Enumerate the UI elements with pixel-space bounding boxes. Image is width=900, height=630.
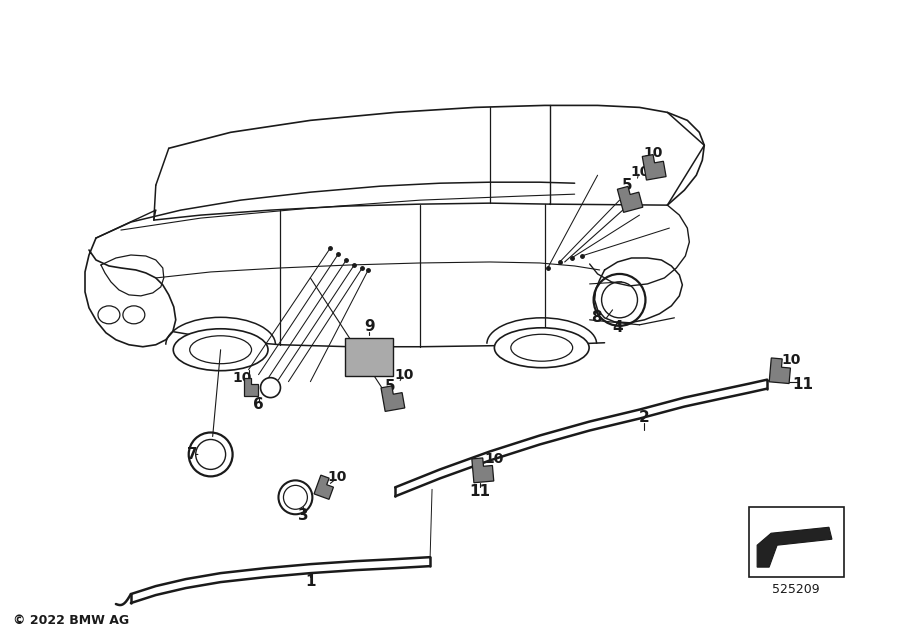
Text: 5: 5: [622, 178, 633, 193]
Text: 10: 10: [233, 370, 252, 385]
Polygon shape: [381, 386, 405, 411]
Text: 10: 10: [644, 146, 663, 160]
Polygon shape: [314, 475, 334, 500]
Ellipse shape: [511, 335, 572, 361]
Polygon shape: [757, 527, 832, 567]
Text: 8: 8: [591, 311, 602, 325]
Text: 10: 10: [484, 452, 504, 466]
Ellipse shape: [494, 328, 590, 368]
Ellipse shape: [123, 306, 145, 324]
Text: 10: 10: [781, 353, 801, 367]
Text: 3: 3: [298, 508, 309, 523]
Text: © 2022 BMW AG: © 2022 BMW AG: [14, 614, 130, 627]
Text: 10: 10: [394, 368, 414, 382]
Text: 7: 7: [187, 447, 198, 462]
Bar: [749, 507, 844, 577]
Polygon shape: [617, 186, 643, 212]
Polygon shape: [770, 358, 790, 384]
Text: 1: 1: [305, 573, 316, 588]
FancyBboxPatch shape: [346, 338, 393, 375]
Polygon shape: [472, 458, 494, 483]
Ellipse shape: [98, 306, 120, 324]
Ellipse shape: [190, 336, 251, 364]
Text: 525209: 525209: [772, 583, 820, 595]
Text: 11: 11: [470, 484, 490, 499]
Text: 10: 10: [328, 471, 347, 484]
Ellipse shape: [174, 329, 268, 370]
Text: 2: 2: [639, 410, 650, 425]
Text: 9: 9: [364, 319, 374, 335]
Text: 11: 11: [793, 377, 814, 392]
Text: 4: 4: [612, 320, 623, 335]
Polygon shape: [643, 154, 666, 180]
Polygon shape: [244, 378, 257, 396]
Text: 10: 10: [631, 165, 650, 179]
Text: 6: 6: [253, 397, 264, 412]
Text: 5: 5: [385, 379, 395, 394]
